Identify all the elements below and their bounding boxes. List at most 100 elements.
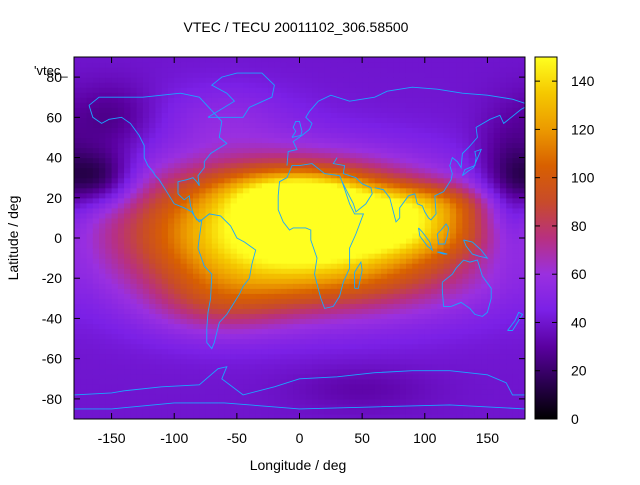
heatmap-cell <box>230 132 238 139</box>
heatmap-cell <box>405 142 413 149</box>
heatmap-cell <box>80 363 88 370</box>
heatmap-cell <box>343 227 351 234</box>
heatmap-cell <box>249 323 257 330</box>
heatmap-cell <box>255 152 263 159</box>
heatmap-cell <box>380 333 388 340</box>
heatmap-cell <box>124 112 131 118</box>
heatmap-cell <box>261 232 269 239</box>
heatmap-cell <box>418 248 426 254</box>
heatmap-cell <box>205 192 213 199</box>
heatmap-cell <box>487 263 495 269</box>
heatmap-cell <box>355 388 363 395</box>
heatmap-cell <box>299 378 307 385</box>
heatmap-cell <box>180 107 188 113</box>
heatmap-cell <box>387 172 395 179</box>
heatmap-cell <box>368 197 376 204</box>
heatmap-cell <box>362 243 369 249</box>
heatmap-cell <box>155 162 163 169</box>
heatmap-cell <box>136 197 144 204</box>
heatmap-cell <box>249 283 257 289</box>
heatmap-cell <box>474 162 482 169</box>
heatmap-cell <box>243 112 250 118</box>
heatmap-cell <box>418 298 426 304</box>
heatmap-cell <box>136 152 144 159</box>
heatmap-cell <box>499 162 507 169</box>
heatmap-cell <box>286 112 294 118</box>
heatmap-cell <box>293 97 301 103</box>
heatmap-cell <box>255 308 263 315</box>
heatmap-cell <box>124 122 131 128</box>
heatmap-cell <box>180 162 188 169</box>
heatmap-cell <box>199 187 207 194</box>
heatmap-cell <box>324 107 332 113</box>
heatmap-cell <box>324 268 332 274</box>
heatmap-cell <box>405 107 413 113</box>
heatmap-cell <box>330 403 338 410</box>
heatmap-cell <box>449 157 457 164</box>
heatmap-cell <box>117 253 125 259</box>
heatmap-cell <box>199 162 207 169</box>
heatmap-cell <box>74 363 81 370</box>
heatmap-cell <box>387 313 395 320</box>
heatmap-cell <box>199 303 207 309</box>
heatmap-cell <box>117 132 125 139</box>
heatmap-cell <box>337 298 344 304</box>
heatmap-cell <box>167 97 175 103</box>
heatmap-cell <box>274 72 282 78</box>
heatmap-cell <box>280 212 288 219</box>
heatmap-cell <box>199 253 207 259</box>
heatmap-cell <box>506 333 514 340</box>
heatmap-cell <box>399 177 407 184</box>
heatmap-cell <box>74 147 81 154</box>
heatmap-cell <box>380 298 388 304</box>
heatmap-cell <box>117 358 125 365</box>
heatmap-cell <box>167 122 175 128</box>
heatmap-cell <box>399 107 407 113</box>
heatmap-cell <box>111 353 119 360</box>
heatmap-cell <box>380 348 388 355</box>
heatmap-cell <box>211 207 219 214</box>
heatmap-cell <box>318 232 326 239</box>
heatmap-cell <box>249 177 257 184</box>
heatmap-cell <box>487 77 495 83</box>
heatmap-cell <box>424 318 432 325</box>
heatmap-cell <box>92 413 100 419</box>
heatmap-cell <box>243 288 250 294</box>
heatmap-cell <box>193 82 200 88</box>
heatmap-cell <box>293 92 301 98</box>
heatmap-cell <box>186 408 194 415</box>
heatmap-cell <box>274 253 282 259</box>
heatmap-cell <box>399 152 407 159</box>
heatmap-cell <box>255 112 263 118</box>
heatmap-cell <box>174 177 182 184</box>
heatmap-cell <box>174 328 182 335</box>
heatmap-cell <box>142 92 150 98</box>
heatmap-cell <box>368 323 376 330</box>
heatmap-cell <box>412 92 420 98</box>
heatmap-cell <box>74 383 81 390</box>
heatmap-cell <box>255 172 263 179</box>
heatmap-cell <box>399 388 407 395</box>
heatmap-cell <box>249 328 257 335</box>
heatmap-cell <box>124 333 131 340</box>
heatmap-cell <box>312 243 319 249</box>
heatmap-cell <box>124 358 131 365</box>
heatmap-cell <box>506 318 514 325</box>
heatmap-cell <box>481 393 489 400</box>
heatmap-cell <box>449 303 457 309</box>
heatmap-cell <box>86 263 94 269</box>
heatmap-cell <box>243 273 250 279</box>
heatmap-cell <box>343 82 351 88</box>
heatmap-cell <box>343 388 351 395</box>
heatmap-cell <box>293 132 301 139</box>
heatmap-cell <box>243 388 250 395</box>
heatmap-cell <box>249 212 257 219</box>
heatmap-cell <box>243 373 250 380</box>
heatmap-cell <box>449 142 457 149</box>
heatmap-cell <box>293 127 301 134</box>
heatmap-cell <box>243 298 250 304</box>
heatmap-cell <box>330 258 338 264</box>
heatmap-cell <box>255 408 263 415</box>
heatmap-cell <box>368 378 376 385</box>
heatmap-cell <box>142 328 150 335</box>
